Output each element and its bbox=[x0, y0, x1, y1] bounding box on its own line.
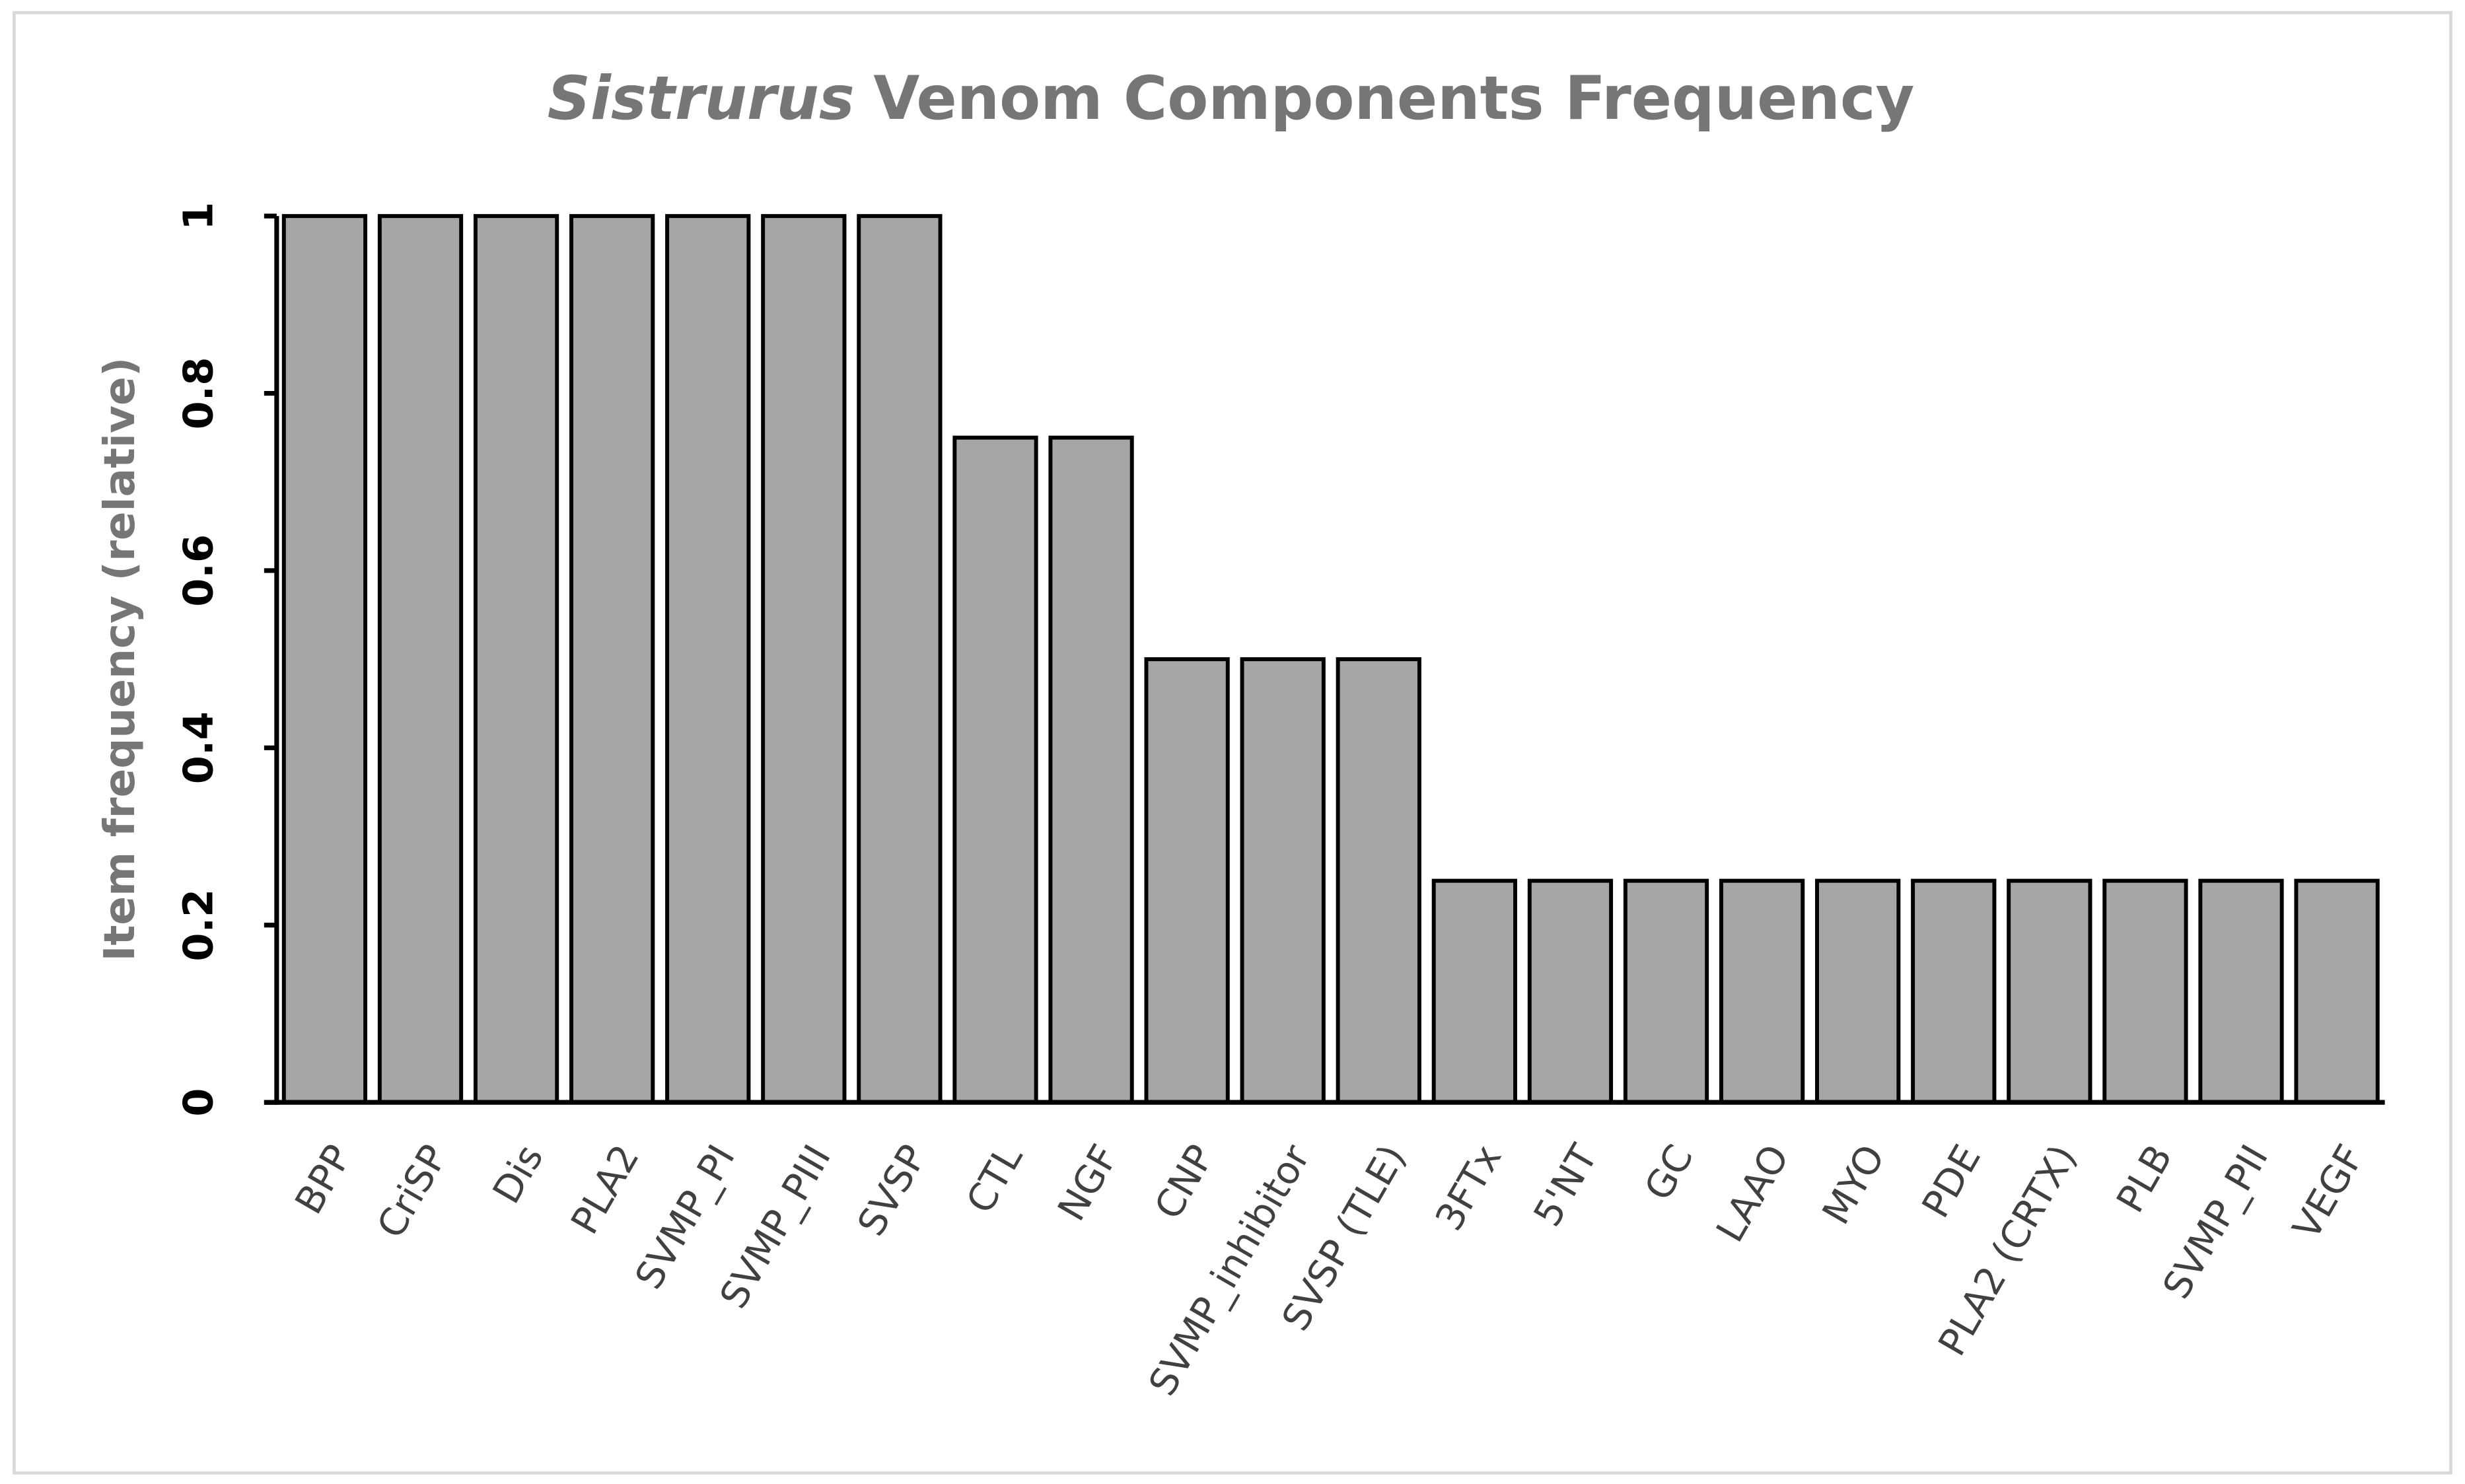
y-tick-label: 1 bbox=[174, 202, 223, 230]
bar bbox=[1240, 657, 1326, 1105]
bar bbox=[377, 214, 464, 1105]
bar bbox=[2198, 878, 2284, 1105]
bar bbox=[1527, 878, 1614, 1105]
bar bbox=[1815, 878, 1901, 1105]
title-rest: Venom Components Frequency bbox=[873, 64, 1914, 133]
bar bbox=[473, 214, 559, 1105]
y-tick-label: 0.4 bbox=[174, 711, 223, 784]
y-tick-label: 0.6 bbox=[174, 534, 223, 607]
y-tick-label: 0.8 bbox=[174, 357, 223, 430]
bar bbox=[1719, 878, 1805, 1105]
bar bbox=[1431, 878, 1518, 1105]
y-tick-label: 0 bbox=[174, 1088, 223, 1117]
bar bbox=[857, 214, 943, 1105]
bar bbox=[1144, 657, 1230, 1105]
bar bbox=[952, 435, 1038, 1105]
bar bbox=[2294, 878, 2380, 1105]
bar bbox=[2007, 878, 2092, 1105]
bar bbox=[1336, 657, 1421, 1105]
bar bbox=[1911, 878, 1997, 1105]
bar bbox=[2102, 878, 2188, 1105]
bar bbox=[281, 214, 368, 1105]
title-italic: Sistrurus bbox=[548, 64, 855, 133]
bar bbox=[1623, 878, 1709, 1105]
bar bbox=[665, 214, 751, 1105]
y-axis-title: Item frequency (relative) bbox=[95, 357, 145, 962]
bar bbox=[569, 214, 655, 1105]
bar bbox=[761, 214, 847, 1105]
bar bbox=[1048, 435, 1134, 1105]
chart-title: Sistrurus Venom Components Frequency bbox=[548, 64, 1915, 133]
y-tick-label: 0.2 bbox=[174, 889, 223, 962]
